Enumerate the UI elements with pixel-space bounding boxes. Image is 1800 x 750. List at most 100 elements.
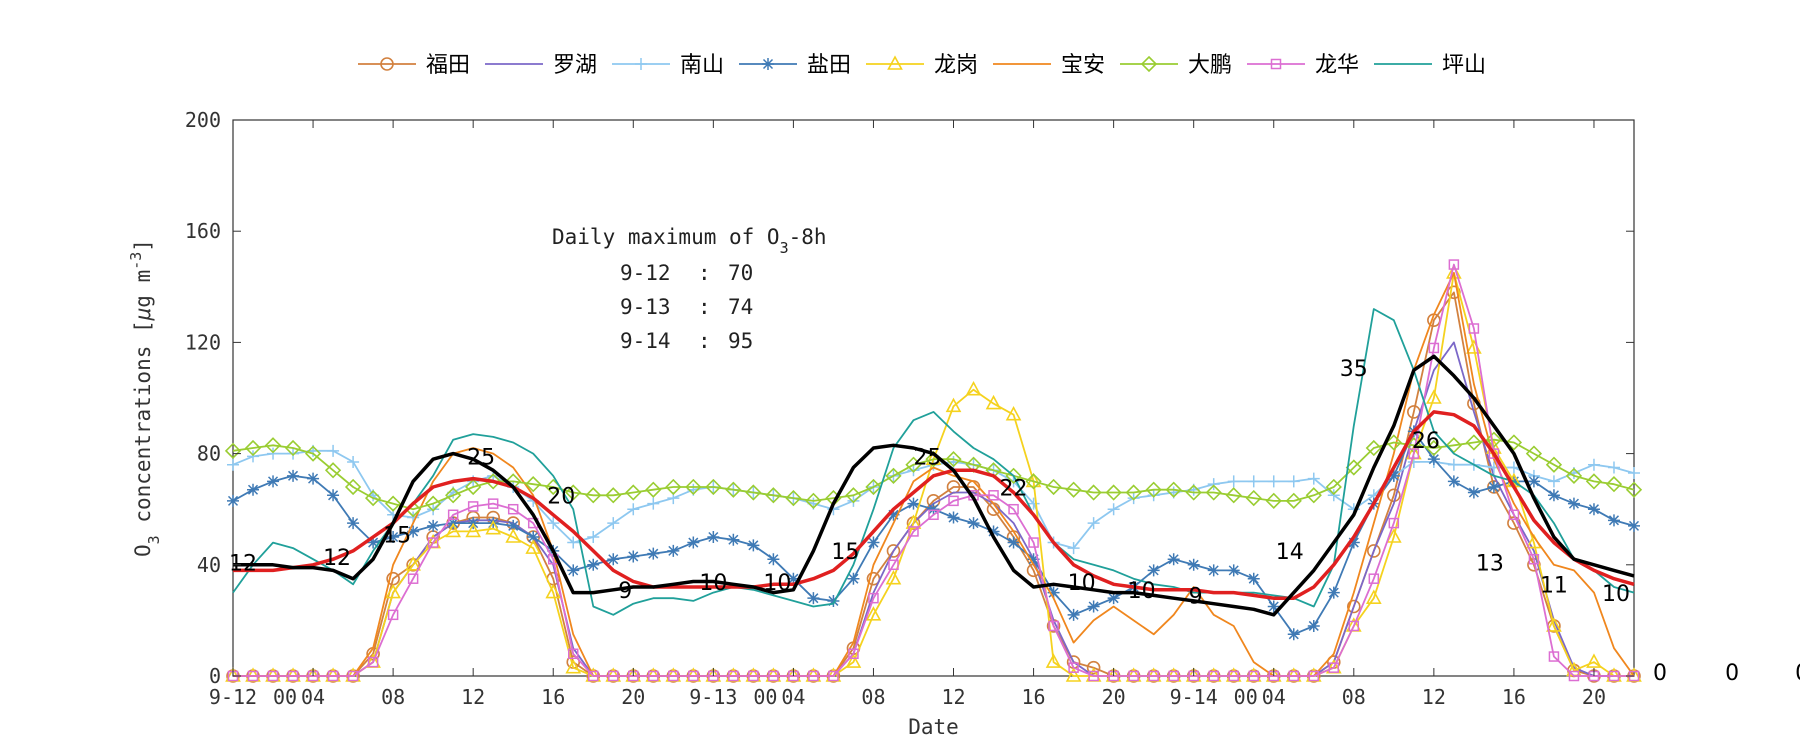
x-tick-label: 08 xyxy=(1342,685,1366,709)
curve-annotation: 10 xyxy=(1128,579,1156,604)
right-edge-label: 0 xyxy=(1653,661,1667,686)
data-point-diamond xyxy=(1425,439,1442,457)
data-point-triangle xyxy=(485,519,502,535)
series-line xyxy=(233,263,1634,677)
note-row-date: 9-12 xyxy=(620,261,671,285)
legend-label: 罗湖 xyxy=(553,53,597,78)
data-point-asterisk xyxy=(347,517,360,530)
data-point-diamond xyxy=(1505,434,1523,451)
data-point-square xyxy=(1508,509,1520,521)
data-point-plus xyxy=(1067,542,1080,555)
data-point-triangle xyxy=(945,397,962,413)
note-row-sep: : xyxy=(698,295,711,319)
data-point-asterisk xyxy=(847,572,860,585)
data-point-diamond xyxy=(1145,481,1162,498)
data-point-square xyxy=(1028,537,1039,548)
x-tick-label-hour: 00 xyxy=(753,685,777,709)
y-axis-title-rest: concentrations [ xyxy=(131,320,155,535)
mean-fit-line xyxy=(233,410,1635,600)
curve-annotation: 10 xyxy=(1602,582,1630,607)
data-point-square xyxy=(1448,259,1460,270)
data-point-diamond xyxy=(745,484,762,501)
data-point-plus xyxy=(227,458,239,471)
daily-max-note: Daily maximum of O3-8h 9-12:709-13:749-1… xyxy=(552,225,827,353)
data-point-diamond xyxy=(625,484,642,501)
data-point-diamond xyxy=(324,462,342,479)
data-point-plus xyxy=(607,517,620,530)
data-point-square xyxy=(467,501,479,512)
x-tick-label-hour: 00 xyxy=(273,685,297,709)
x-tick-label: 16 xyxy=(541,685,565,709)
x-tick-label: 9-13 xyxy=(689,685,737,709)
data-point-plus xyxy=(1507,461,1520,474)
data-point-square xyxy=(1008,503,1019,515)
curve-annotation: 35 xyxy=(1340,357,1368,382)
series-宝安 xyxy=(233,271,1635,677)
data-point-asterisk xyxy=(567,564,580,577)
data-point-plus xyxy=(635,58,647,70)
data-point-plus xyxy=(247,450,260,463)
curve-annotation: 10 xyxy=(763,571,791,596)
right-edge-label: 0 xyxy=(1795,661,1800,686)
y-axis-title-sup: -3 xyxy=(127,252,145,270)
curve-annotation: 12 xyxy=(229,551,257,576)
legend-label: 盐田 xyxy=(807,53,851,78)
legend-item: 坪山 xyxy=(1374,53,1486,78)
data-point-triangle xyxy=(1045,653,1062,668)
data-point-asterisk xyxy=(927,503,940,516)
data-point-square xyxy=(1468,323,1480,334)
data-point-diamond xyxy=(805,492,822,509)
data-point-diamond xyxy=(1285,492,1302,509)
data-point-diamond xyxy=(905,456,922,473)
x-tick-label: 08 xyxy=(861,685,885,709)
data-point-square xyxy=(1248,670,1259,682)
data-point-diamond xyxy=(665,478,682,496)
data-point-plus xyxy=(287,447,300,460)
data-point-triangle xyxy=(1385,528,1402,543)
legend-item: 龙华 xyxy=(1247,53,1359,78)
data-point-asterisk xyxy=(387,531,400,543)
data-point-square xyxy=(808,670,819,682)
data-point-diamond xyxy=(284,439,302,457)
data-point-triangle xyxy=(505,528,522,543)
data-point-plus xyxy=(1628,467,1640,480)
data-point-asterisk xyxy=(1387,469,1400,482)
y-axis-title-close: ] xyxy=(131,239,155,252)
data-point-plus xyxy=(1287,475,1300,488)
data-point-square xyxy=(668,670,679,682)
data-point-square xyxy=(728,670,739,682)
data-point-diamond xyxy=(1585,473,1603,490)
data-point-asterisk xyxy=(1487,480,1500,493)
data-point-circle xyxy=(1507,516,1521,530)
curve-annotation: 22 xyxy=(1000,476,1028,501)
data-point-diamond xyxy=(845,487,862,504)
data-point-diamond xyxy=(1365,439,1382,457)
series-盐田 xyxy=(227,425,1640,641)
data-point-asterisk xyxy=(667,544,680,557)
y-axis-title-unit: g m xyxy=(131,270,155,308)
data-point-triangle xyxy=(385,583,401,599)
legend-item: 龙岗 xyxy=(866,53,978,78)
data-point-asterisk xyxy=(247,483,260,496)
legend-label: 大鹏 xyxy=(1188,53,1232,78)
data-point-square xyxy=(387,609,399,621)
data-point-square xyxy=(407,573,419,584)
data-point-diamond xyxy=(1465,434,1483,451)
data-point-diamond xyxy=(765,487,782,504)
data-point-square xyxy=(1048,620,1059,632)
data-point-asterisk xyxy=(687,536,700,549)
note-title-sub: 3 xyxy=(780,239,789,257)
data-point-asterisk xyxy=(907,497,920,510)
data-point-diamond xyxy=(1205,484,1222,501)
data-point-square xyxy=(828,670,839,682)
data-point-asterisk xyxy=(1567,497,1580,510)
data-point-diamond xyxy=(1165,481,1182,498)
data-point-square xyxy=(447,509,459,521)
data-point-asterisk xyxy=(767,553,780,566)
data-point-diamond xyxy=(1245,489,1262,507)
y-axis-title-mu: μ xyxy=(131,308,155,322)
data-point-diamond xyxy=(344,478,362,496)
series-line xyxy=(233,271,1635,677)
data-point-triangle xyxy=(405,556,421,571)
data-point-diamond xyxy=(445,487,462,504)
